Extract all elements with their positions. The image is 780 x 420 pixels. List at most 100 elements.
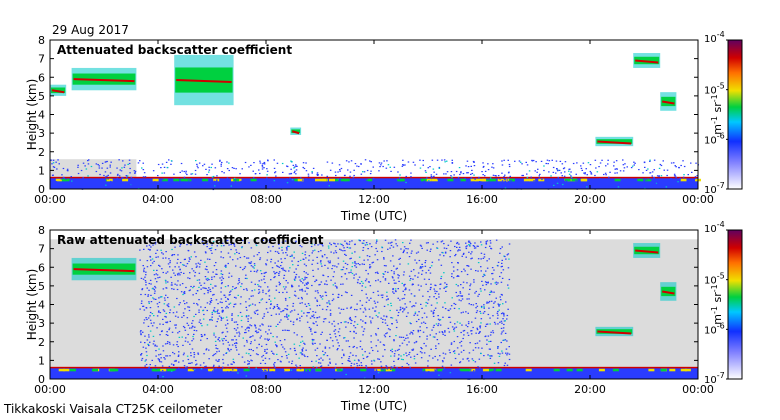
noise-pixel <box>245 352 248 354</box>
noise-pixel <box>346 184 349 186</box>
cloud-peak <box>597 140 632 145</box>
noise-pixel <box>438 293 440 295</box>
noise-pixel <box>393 360 395 362</box>
noise-pixel <box>308 259 310 261</box>
noise-pixel <box>487 282 489 284</box>
noise-pixel <box>470 375 472 377</box>
aerosol-pixel <box>161 178 168 182</box>
noise-pixel <box>142 265 144 267</box>
noise-pixel <box>376 373 378 375</box>
noise-pixel <box>543 165 545 167</box>
noise-pixel <box>211 163 213 165</box>
noise-pixel <box>337 257 340 259</box>
noise-pixel <box>404 287 407 289</box>
noise-pixel <box>405 337 407 339</box>
noise-pixel <box>355 273 357 275</box>
noise-pixel <box>192 287 194 289</box>
noise-pixel <box>348 358 350 360</box>
noise-pixel <box>220 165 222 167</box>
noise-pixel <box>449 373 452 375</box>
noise-pixel <box>73 182 75 184</box>
noise-pixel <box>469 244 471 246</box>
noise-pixel <box>193 333 195 335</box>
aerosol-pixel <box>231 368 238 372</box>
noise-pixel <box>471 251 473 253</box>
noise-pixel <box>116 177 119 179</box>
noise-pixel <box>405 306 408 308</box>
noise-pixel <box>99 186 102 188</box>
noise-pixel <box>316 256 318 258</box>
noise-pixel <box>487 313 490 316</box>
noise-pixel <box>212 310 215 312</box>
noise-pixel <box>230 376 232 378</box>
noise-pixel <box>365 365 367 367</box>
noise-pixel <box>501 246 503 248</box>
noise-pixel <box>306 315 308 317</box>
noise-pixel <box>156 375 159 378</box>
noise-pixel <box>443 272 445 274</box>
noise-pixel <box>405 352 407 354</box>
noise-pixel <box>484 246 487 249</box>
aerosol-pixel <box>566 368 573 372</box>
noise-pixel <box>145 363 148 366</box>
noise-pixel <box>197 242 199 244</box>
noise-pixel <box>339 243 342 245</box>
noise-pixel <box>270 314 273 316</box>
noise-pixel <box>336 266 338 268</box>
noise-pixel <box>572 162 575 165</box>
noise-pixel <box>318 184 320 187</box>
noise-pixel <box>453 174 455 176</box>
aerosol-pixel <box>222 368 229 372</box>
noise-pixel <box>450 343 453 345</box>
noise-pixel <box>306 283 308 286</box>
noise-pixel <box>282 269 284 271</box>
noise-pixel <box>218 360 220 362</box>
noise-pixel <box>142 169 145 171</box>
noise-pixel <box>497 346 499 348</box>
noise-pixel <box>587 162 590 164</box>
noise-pixel <box>305 376 307 379</box>
noise-pixel <box>452 351 455 353</box>
cloud-peak <box>597 330 632 335</box>
noise-pixel <box>196 279 199 281</box>
noise-pixel <box>204 333 206 336</box>
noise-pixel <box>434 292 437 295</box>
noise-pixel <box>365 278 368 280</box>
noise-pixel <box>694 178 697 180</box>
noise-pixel <box>306 356 309 358</box>
noise-pixel <box>631 165 634 167</box>
noise-pixel <box>264 349 266 351</box>
noise-pixel <box>248 262 250 264</box>
noise-pixel <box>327 267 329 269</box>
noise-pixel <box>469 241 471 243</box>
noise-pixel <box>470 253 472 255</box>
noise-pixel <box>71 180 73 182</box>
noise-pixel <box>469 342 471 344</box>
aerosol-pixel <box>153 368 160 372</box>
noise-pixel <box>192 270 195 272</box>
noise-pixel <box>428 371 430 373</box>
noise-pixel <box>670 177 672 180</box>
noise-pixel <box>423 352 426 354</box>
noise-pixel <box>338 375 340 377</box>
noise-pixel <box>288 245 290 248</box>
noise-pixel <box>183 300 185 302</box>
noise-pixel <box>344 253 346 255</box>
noise-pixel <box>455 291 457 294</box>
noise-pixel <box>380 317 382 319</box>
noise-pixel <box>468 360 470 362</box>
noise-pixel <box>222 317 225 319</box>
noise-pixel <box>239 173 241 175</box>
noise-pixel <box>450 175 452 177</box>
noise-pixel <box>475 375 478 377</box>
noise-pixel <box>637 181 640 183</box>
noise-pixel <box>198 309 200 311</box>
noise-pixel <box>479 288 482 290</box>
noise-pixel <box>414 362 417 364</box>
noise-pixel <box>358 256 361 258</box>
noise-pixel <box>316 317 318 319</box>
noise-pixel <box>165 251 167 253</box>
noise-pixel <box>144 365 146 367</box>
noise-pixel <box>442 370 444 372</box>
noise-pixel <box>291 254 293 256</box>
